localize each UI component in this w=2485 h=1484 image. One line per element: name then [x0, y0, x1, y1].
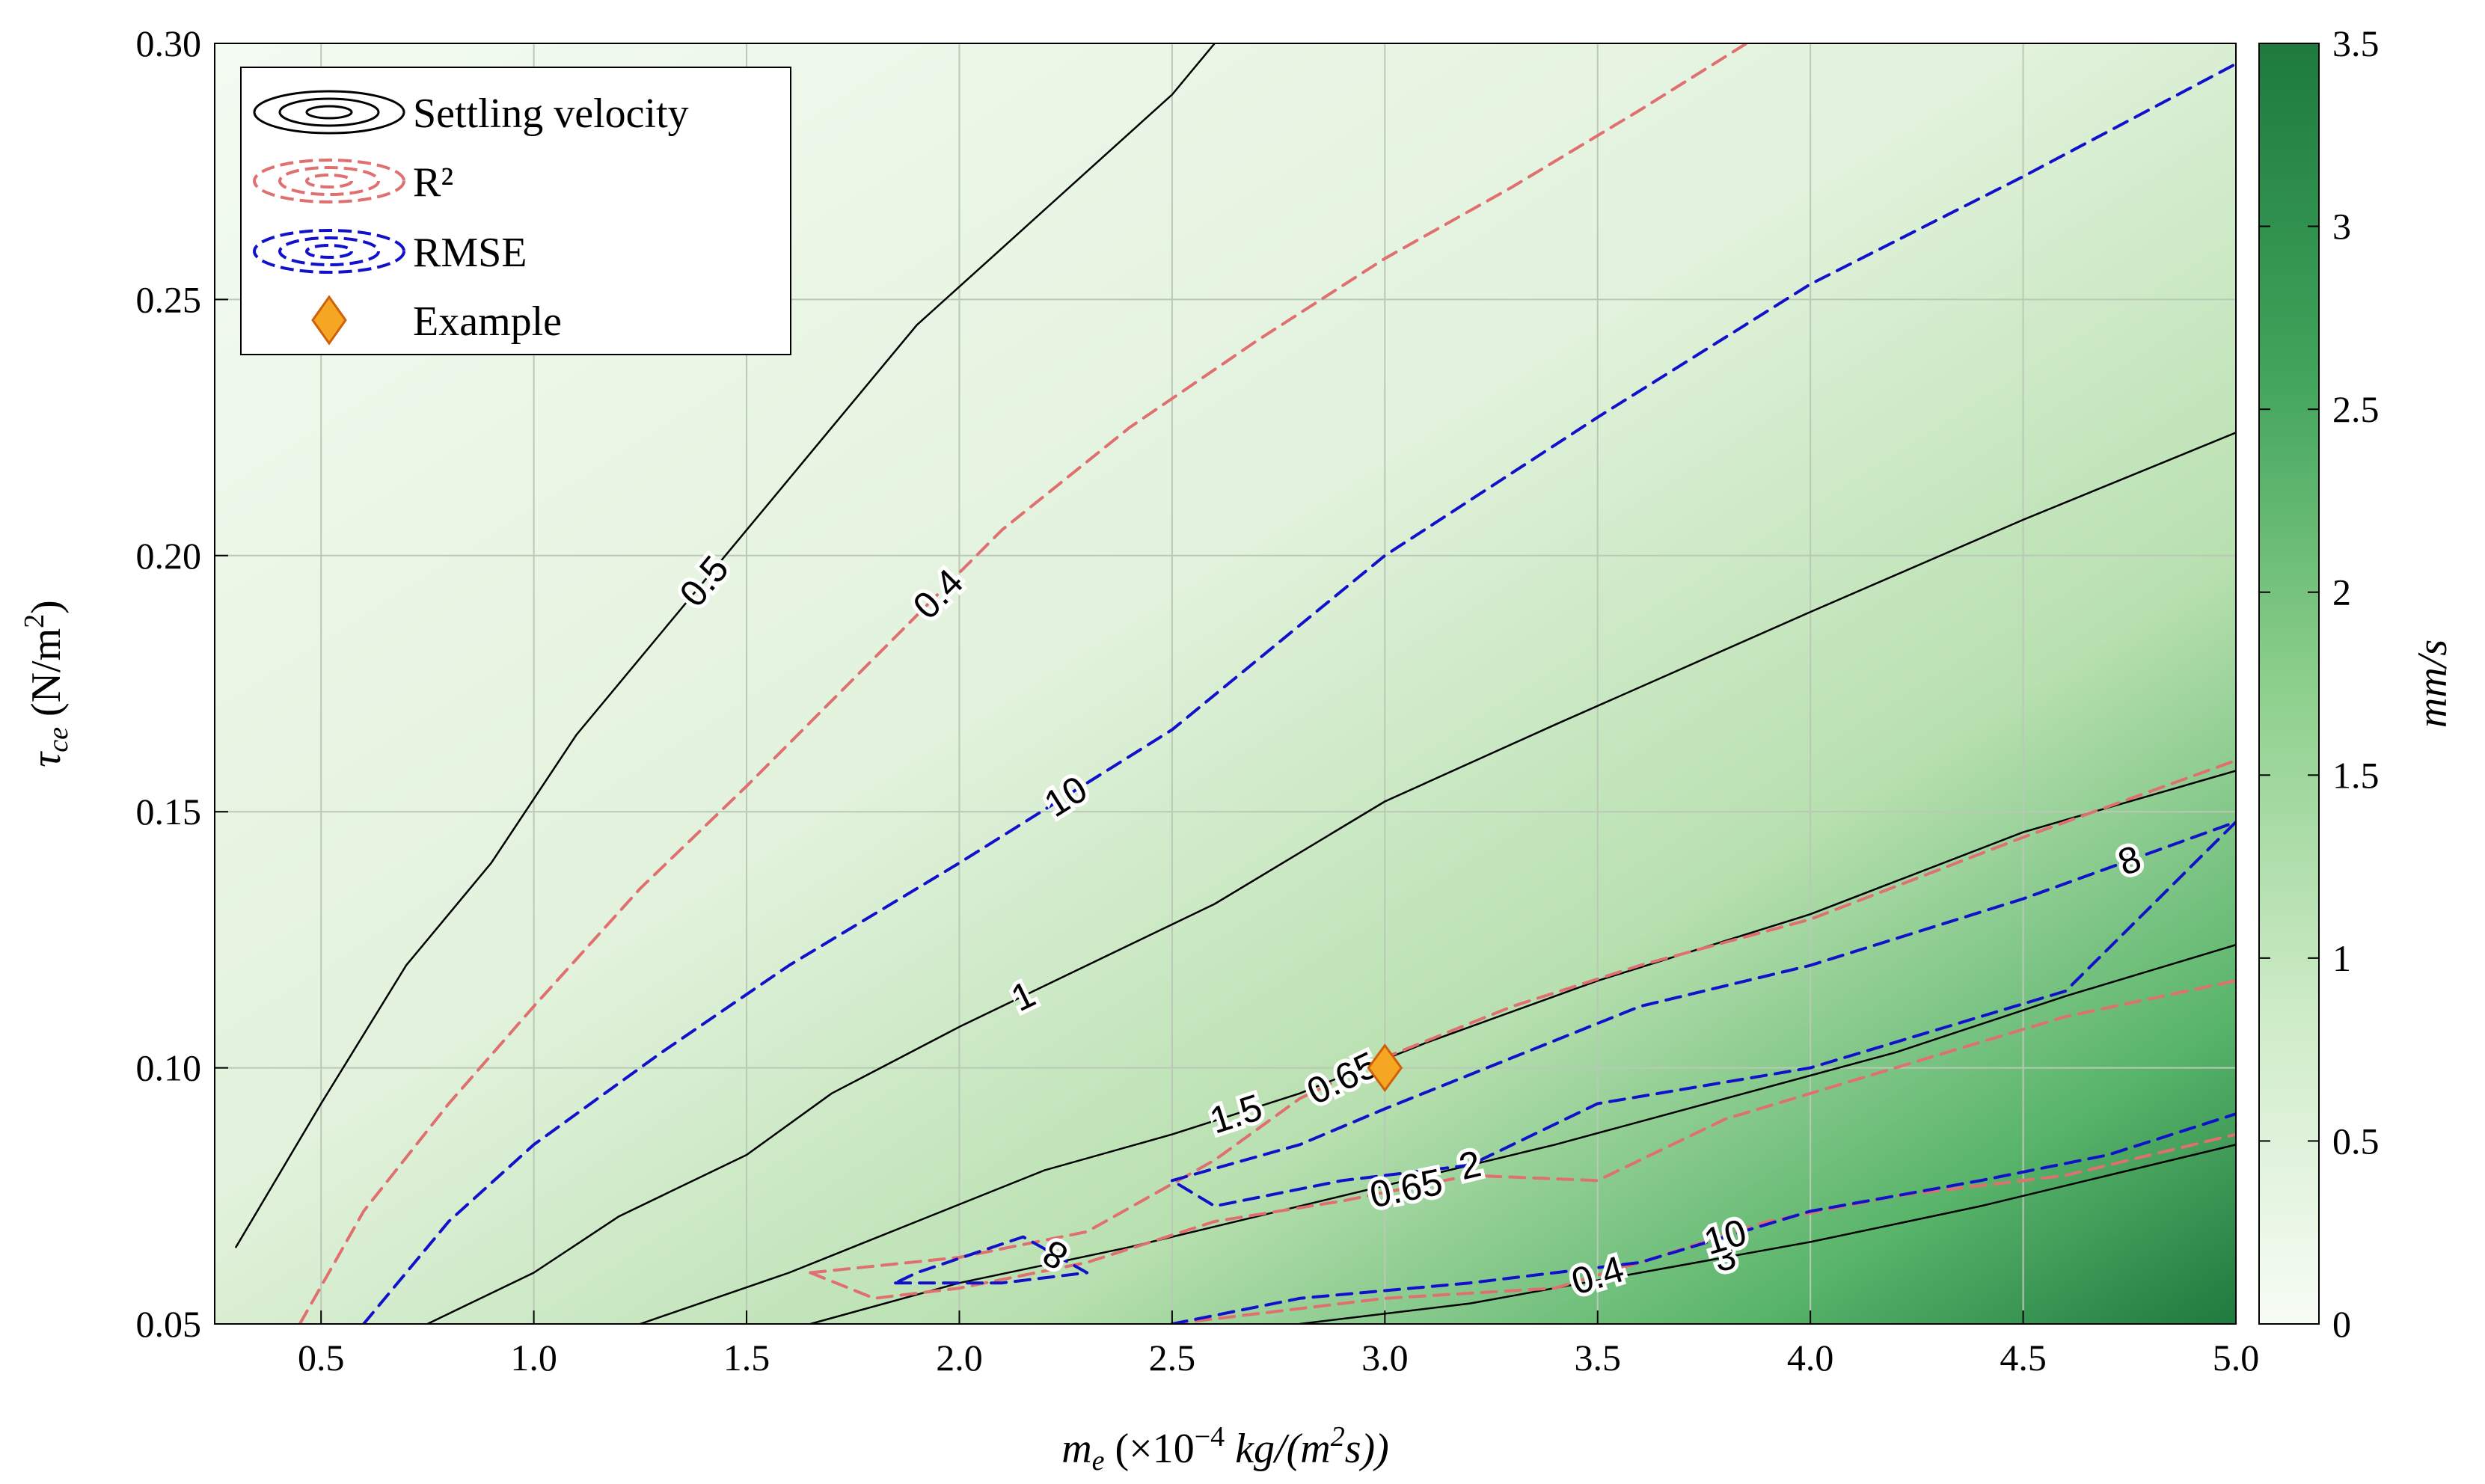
colorbar-ramp — [2258, 43, 2320, 1325]
y-tick-label: 0.15 — [136, 791, 202, 833]
legend-label-settling: Settling velocity — [413, 91, 689, 137]
x-axis-label: me (×10−4 kg/(m2s)) — [1061, 1421, 1389, 1477]
contour-r2-0p65 — [809, 979, 2236, 1300]
legend-icon-r2 — [253, 159, 405, 203]
x-axis-ticks: 0.5 1.0 1.5 2.0 2.5 3.0 3.5 4.0 4.5 5.0 — [298, 1310, 2259, 1379]
legend-label-example: Example — [413, 298, 562, 345]
colorbar-tick-label: 3 — [2332, 206, 2351, 248]
contour-settling-3 — [1299, 1144, 2236, 1324]
y-axis-ticks: 0.05 0.10 0.15 0.20 0.25 0.30 — [136, 22, 228, 1345]
contour-rmse-10 — [362, 62, 2236, 1324]
contour-lines — [235, 43, 2236, 1324]
plot-frame — [214, 43, 2237, 1325]
y-tick-label: 0.05 — [136, 1303, 202, 1345]
x-tick-label: 5.0 — [2213, 1337, 2260, 1379]
contour-rmse-10 — [1170, 1112, 2236, 1324]
colorbar-ticks: 0 0.5 1 1.5 2 2.5 3 3.5 — [2259, 22, 2380, 1345]
x-tick-label: 1.5 — [723, 1337, 770, 1379]
legend-icon-example-diamond — [311, 295, 347, 346]
x-tick-label: 3.0 — [1361, 1337, 1409, 1379]
contour-settling-0p5 — [235, 43, 1216, 1248]
colorbar-tick-label: 1 — [2332, 937, 2351, 979]
x-tick-label: 1.0 — [510, 1337, 557, 1379]
y-tick-label: 0.30 — [136, 22, 202, 64]
legend-label-rmse: RMSE — [413, 230, 527, 276]
contour-rmse-8 — [894, 1235, 1089, 1285]
legend-icon-rmse — [253, 229, 405, 274]
legend-label-r2: R² — [413, 159, 453, 206]
colorbar-tick-label: 0 — [2332, 1303, 2351, 1345]
contour-r2-0p4 — [1170, 1132, 2236, 1324]
x-tick-label: 2.5 — [1149, 1337, 1196, 1379]
legend: Settling velocity R² RMSE Example — [240, 67, 791, 355]
x-tick-label: 4.5 — [2000, 1337, 2047, 1379]
legend-icon-settling — [253, 90, 405, 135]
colorbar-label: mm/s — [2409, 640, 2456, 728]
y-tick-label: 0.20 — [136, 535, 202, 577]
colorbar-tick-label: 3.5 — [2332, 22, 2380, 64]
y-tick-label: 0.10 — [136, 1047, 202, 1089]
example-diamond — [1367, 1043, 1403, 1093]
colorbar: 0 0.5 1 1.5 2 2.5 3 3.5 mm/s — [2258, 22, 2456, 1345]
colorbar-tick-label: 2.5 — [2332, 388, 2380, 430]
contour-settling-1 — [426, 432, 2236, 1324]
x-tick-label: 2.0 — [936, 1337, 983, 1379]
contour-settling-1p5 — [639, 770, 2236, 1324]
contour-rmse-8 — [1170, 820, 2236, 1208]
colorbar-tick-label: 0.5 — [2332, 1120, 2380, 1162]
y-axis-label: τce (N/m2) — [19, 600, 74, 767]
x-tick-label: 3.5 — [1574, 1337, 1621, 1379]
colorbar-tick-label: 1.5 — [2332, 754, 2380, 796]
x-tick-label: 4.0 — [1787, 1337, 1834, 1379]
colorbar-tick-label: 2 — [2332, 571, 2351, 613]
contour-r2-0p4 — [298, 43, 1748, 1324]
x-tick-label: 0.5 — [298, 1337, 345, 1379]
y-tick-label: 0.25 — [136, 278, 202, 320]
example-marker — [1367, 1043, 1403, 1093]
